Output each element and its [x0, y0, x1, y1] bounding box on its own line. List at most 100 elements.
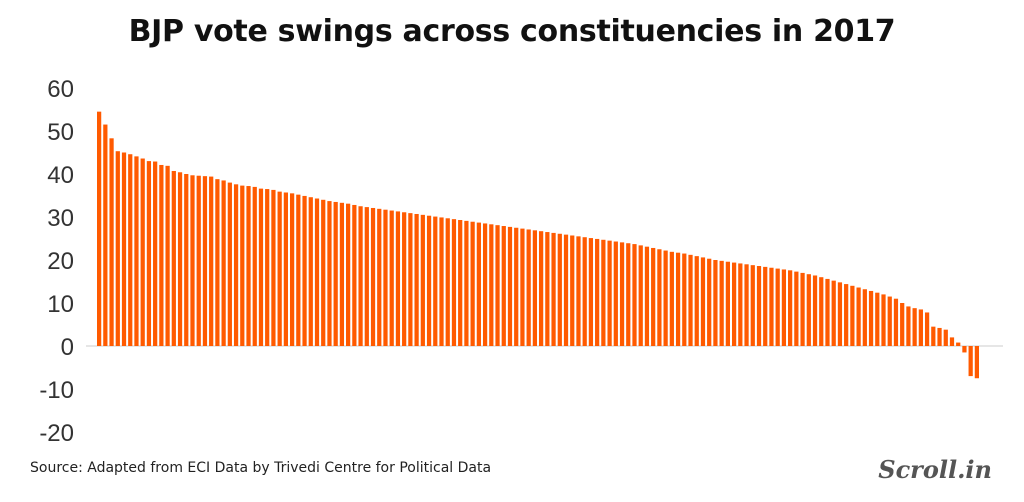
bar: [389, 210, 394, 346]
bar: [507, 226, 513, 346]
bar: [918, 309, 923, 346]
bar: [482, 223, 488, 346]
bar: [912, 308, 917, 346]
bar: [227, 182, 232, 346]
bar: [844, 284, 849, 346]
bar: [146, 161, 152, 346]
y-tick-label: -20: [39, 420, 74, 447]
bar: [221, 180, 226, 346]
bar: [470, 221, 475, 346]
chart-title: BJP vote swings across constituencies in…: [128, 14, 896, 49]
bar: [868, 290, 874, 346]
bar: [265, 189, 270, 346]
bar: [563, 234, 569, 346]
bar: [700, 257, 706, 346]
bar: [364, 207, 369, 346]
bar: [831, 280, 836, 346]
bar: [196, 175, 201, 346]
bar: [763, 266, 768, 346]
bar: [439, 217, 444, 346]
bar: [595, 238, 600, 346]
bar: [296, 194, 301, 346]
bar: [545, 232, 550, 346]
bar: [134, 156, 139, 346]
bar: [688, 254, 693, 346]
bar: [881, 294, 886, 346]
bar: [588, 238, 594, 346]
y-tick-label: 20: [47, 248, 74, 275]
bar: [719, 260, 724, 346]
bar: [570, 235, 575, 346]
bar: [532, 230, 537, 346]
bar: [613, 241, 618, 346]
bar: [395, 211, 401, 346]
bar: [209, 176, 214, 346]
bar: [619, 242, 625, 346]
brand-logo: Scroll.in: [878, 455, 992, 484]
bar: [121, 152, 127, 346]
bar: [731, 262, 737, 346]
bar: [159, 164, 164, 346]
bar: [825, 278, 830, 346]
bar: [539, 231, 544, 346]
bar: [271, 189, 276, 346]
bar: [352, 204, 357, 346]
bar: [850, 285, 855, 346]
bar: [744, 264, 749, 346]
bar: [177, 172, 183, 346]
bar: [694, 256, 699, 346]
bar: [115, 151, 120, 346]
bar: [358, 206, 363, 346]
bar: [968, 346, 973, 377]
source-note: Source: Adapted from ECI Data by Trivedi…: [30, 460, 492, 476]
bar: [414, 213, 419, 346]
bar: [476, 222, 481, 346]
bar: [489, 224, 494, 346]
bar: [402, 212, 407, 346]
bar: [551, 232, 556, 346]
bar: [675, 252, 681, 346]
bar: [707, 258, 712, 346]
y-tick-label: -10: [39, 377, 74, 404]
bar: [153, 161, 158, 346]
bar: [520, 228, 525, 346]
bar: [408, 213, 413, 346]
bar: [383, 209, 388, 346]
bar: [875, 292, 880, 346]
bar: [346, 203, 351, 346]
bar: [128, 154, 133, 346]
bar: [464, 220, 469, 346]
y-tick-label: 50: [47, 119, 74, 146]
bar: [601, 239, 606, 346]
bar: [756, 266, 762, 346]
bar: [377, 208, 382, 346]
bar: [514, 227, 519, 346]
bar: [103, 124, 108, 346]
bar: [97, 111, 102, 347]
bar: [426, 215, 432, 346]
bar: [277, 191, 282, 346]
bar: [308, 197, 313, 346]
bar: [184, 174, 189, 346]
bar: [190, 175, 195, 346]
bar: [233, 184, 239, 346]
bar: [669, 251, 674, 346]
bar: [956, 342, 961, 346]
bar: [893, 298, 899, 346]
bar: [725, 261, 730, 346]
bar: [788, 270, 793, 346]
bar: [327, 201, 332, 346]
bar: [632, 244, 637, 346]
bar: [651, 247, 656, 346]
bar: [769, 267, 774, 346]
bars-group: [97, 111, 979, 379]
bar: [370, 207, 376, 346]
bar: [445, 218, 450, 346]
bar: [433, 216, 438, 346]
bar: [682, 253, 687, 346]
y-tick-label: 60: [47, 76, 74, 103]
bar: [924, 312, 930, 346]
bar: [657, 249, 662, 346]
bar: [526, 229, 531, 346]
bar: [713, 260, 718, 346]
